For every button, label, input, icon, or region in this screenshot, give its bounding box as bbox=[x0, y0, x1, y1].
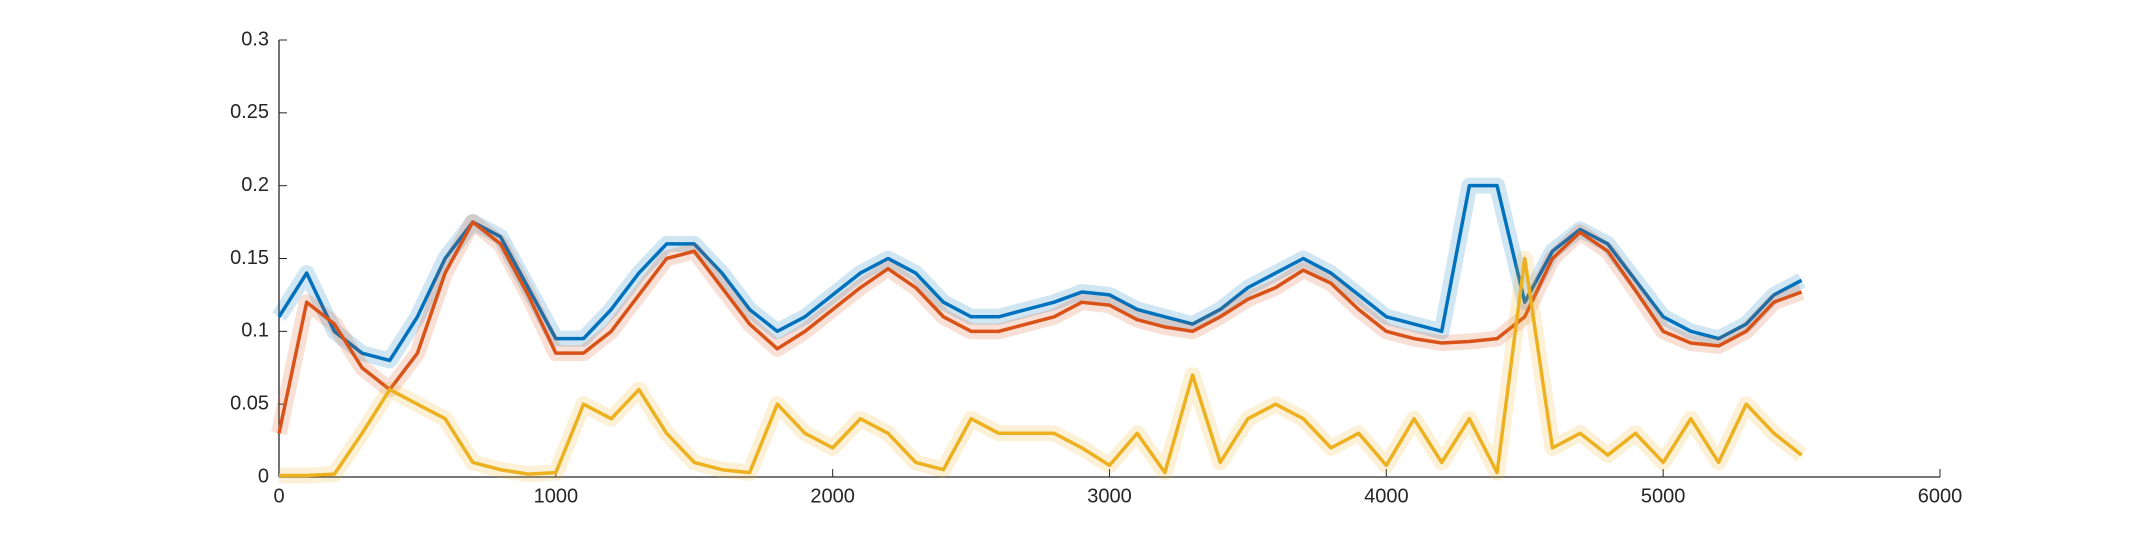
series-line bbox=[277, 220, 1803, 434]
x-tick-label: 4000 bbox=[1364, 485, 1409, 507]
y-tick-label: 0.15 bbox=[230, 247, 269, 269]
x-tick-label: 6000 bbox=[1918, 485, 1963, 507]
x-tick-label: 0 bbox=[273, 485, 284, 507]
x-tick-label: 3000 bbox=[1087, 485, 1132, 507]
x-tick-label: 5000 bbox=[1641, 485, 1686, 507]
y-tick-label: 0.3 bbox=[241, 28, 269, 50]
series-band bbox=[279, 250, 1807, 484]
series-line bbox=[279, 256, 1803, 478]
x-tick-label: 2000 bbox=[810, 485, 855, 507]
y-tick-label: 0.25 bbox=[230, 101, 269, 123]
y-tick-label: 0.1 bbox=[241, 320, 269, 342]
y-tick-label: 0.05 bbox=[230, 392, 269, 414]
x-tick-label: 1000 bbox=[534, 485, 579, 507]
y-tick-label: 0.2 bbox=[241, 174, 269, 196]
series-line bbox=[277, 183, 1803, 363]
y-tick-label: 0 bbox=[258, 465, 269, 487]
